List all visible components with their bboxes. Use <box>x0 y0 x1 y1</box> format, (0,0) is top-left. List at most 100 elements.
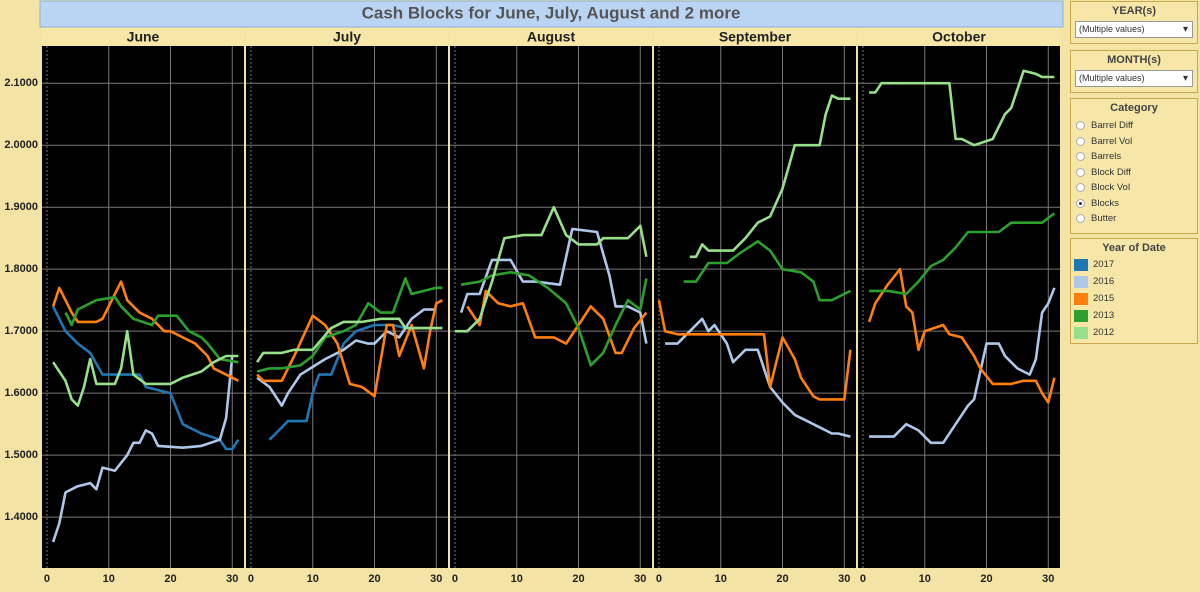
x-tick-label: 0 <box>656 573 662 585</box>
legend-swatch <box>1074 292 1088 305</box>
legend-title: Year of Date <box>1102 242 1166 254</box>
series-line <box>869 69 1055 147</box>
series-line <box>64 295 239 364</box>
panel-title: September <box>719 29 792 45</box>
radio-button[interactable] <box>1076 198 1085 208</box>
x-tick-label: 30 <box>226 573 238 585</box>
x-tick-label: 20 <box>368 573 380 585</box>
series-line <box>683 240 851 302</box>
panel-header <box>858 28 1060 46</box>
y-tick-label: 1.4000 <box>4 511 38 523</box>
radio-button[interactable] <box>1076 183 1085 193</box>
plot-area <box>42 46 244 568</box>
option-label: Block Vol <box>1091 182 1131 194</box>
dropdown[interactable]: (Multiple values) <box>1075 70 1193 87</box>
x-tick-label: 20 <box>776 573 788 585</box>
panel-title: July <box>333 29 361 45</box>
series-line <box>869 287 1056 445</box>
series-line <box>665 317 851 438</box>
legend-entry: 2016 <box>1071 273 1197 290</box>
chart: Cash Blocks for June, July, August and 2… <box>4 0 1064 585</box>
plot-area <box>654 46 856 568</box>
radio-button[interactable] <box>1076 152 1085 162</box>
option-label: Barrel Diff <box>1091 120 1134 132</box>
panel-title: June <box>127 29 160 45</box>
x-tick-label: 0 <box>44 573 50 585</box>
radio-option[interactable]: Barrels <box>1071 149 1197 165</box>
series-line <box>52 329 239 407</box>
plot-area <box>858 46 1060 568</box>
x-tick-label: 10 <box>919 573 931 585</box>
plot-area <box>246 46 448 568</box>
legend-label: 2013 <box>1093 310 1115 321</box>
radio-option[interactable]: Barrel Vol <box>1071 134 1197 150</box>
legend-swatch <box>1074 326 1088 339</box>
legend-entry: 2015 <box>1071 290 1197 307</box>
legend-swatch <box>1074 309 1088 322</box>
radio-button[interactable] <box>1076 136 1085 146</box>
panel-header <box>450 28 652 46</box>
option-label: Block Diff <box>1091 166 1131 178</box>
x-tick-label: 30 <box>634 573 646 585</box>
legend: Year of Date 2017 2016 2015 2013 2012 <box>1070 238 1198 344</box>
radio-option[interactable]: Barrel Diff <box>1071 118 1197 134</box>
option-label: Butter <box>1091 213 1117 225</box>
option-label: Barrels <box>1091 151 1122 163</box>
radio-button[interactable] <box>1076 121 1085 131</box>
series-line <box>689 94 851 259</box>
y-tick-label: 1.6000 <box>4 387 38 399</box>
series-line <box>51 305 240 451</box>
option-label: Blocks <box>1091 197 1119 209</box>
option-label: Barrel Vol <box>1091 135 1133 147</box>
panel-title: October <box>932 29 986 45</box>
dropdown[interactable]: (Multiple values) <box>1075 21 1193 38</box>
legend-swatch <box>1074 275 1088 288</box>
panel-header <box>654 28 856 46</box>
radio-option[interactable]: Block Vol <box>1071 180 1197 196</box>
x-tick-label: 20 <box>572 573 584 585</box>
legend-entry: 2013 <box>1071 307 1197 324</box>
series-line <box>867 267 1056 404</box>
series-line <box>256 308 437 407</box>
x-tick-label: 10 <box>511 573 523 585</box>
legend-label: 2016 <box>1093 276 1115 287</box>
month-filter: MONTH(s) (Multiple values) <box>1070 50 1198 93</box>
y-tick-label: 1.7000 <box>4 325 38 337</box>
series-line <box>869 212 1056 296</box>
category-filter: Category Barrel Diff Barrel Vol Barrels Blo… <box>1070 98 1198 234</box>
year-filter: YEAR(s) (Multiple values) <box>1070 1 1198 44</box>
panel-title: August <box>527 29 576 45</box>
x-tick-label: 0 <box>452 573 458 585</box>
x-tick-label: 30 <box>430 573 442 585</box>
x-tick-label: 0 <box>860 573 866 585</box>
radio-button[interactable] <box>1076 167 1085 177</box>
series-line <box>51 280 239 382</box>
legend-swatch <box>1074 258 1088 271</box>
panel-header <box>246 28 448 46</box>
y-tick-label: 1.5000 <box>4 449 38 461</box>
radio-option[interactable]: Butter <box>1071 211 1197 227</box>
x-tick-label: 10 <box>307 573 319 585</box>
series-line <box>256 299 443 398</box>
series-line <box>454 205 648 333</box>
legend-label: 2015 <box>1093 293 1115 304</box>
x-tick-label: 10 <box>103 573 115 585</box>
x-tick-label: 20 <box>164 573 176 585</box>
legend-label: 2017 <box>1093 259 1115 270</box>
radio-option[interactable]: Block Diff <box>1071 165 1197 181</box>
x-tick-label: 30 <box>838 573 850 585</box>
series-line <box>51 355 234 543</box>
y-tick-label: 2.0000 <box>4 139 38 151</box>
panel-header <box>42 28 244 46</box>
legend-entry: 2012 <box>1071 324 1197 341</box>
chart-title: Cash Blocks for June, July, August and 2… <box>362 3 741 22</box>
legend-entry: 2017 <box>1071 256 1197 273</box>
x-tick-label: 30 <box>1042 573 1054 585</box>
legend-label: 2012 <box>1093 327 1115 338</box>
filter-label: YEAR(s) <box>1111 5 1156 17</box>
radio-button[interactable] <box>1076 214 1085 224</box>
title-bar <box>39 0 1064 28</box>
series-line <box>657 299 852 401</box>
radio-option[interactable]: Blocks <box>1071 196 1197 212</box>
